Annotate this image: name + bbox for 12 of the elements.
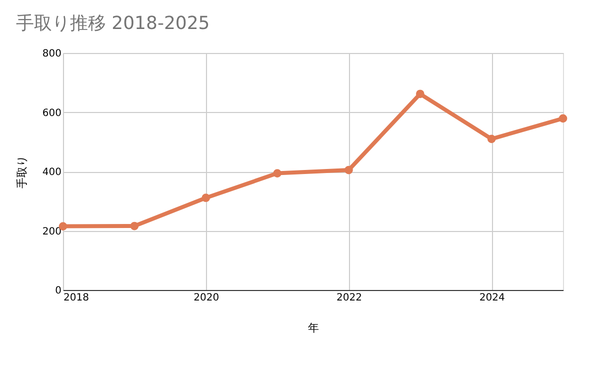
chart-title: 手取り推移 2018-2025: [16, 13, 210, 34]
y-tick-label: 0: [55, 286, 62, 296]
y-tick-label: 600: [42, 108, 62, 119]
y-tick-label: 200: [42, 226, 62, 238]
x-tick-label: 2018: [64, 292, 89, 304]
y-tick-label: 800: [42, 48, 62, 60]
x-tick-label: 2022: [336, 292, 362, 304]
x-axis-title: 年: [308, 322, 319, 334]
x-tick-label: 2020: [194, 292, 220, 304]
y-axis-title: 手取り: [15, 156, 28, 188]
y-tick-label: 400: [42, 167, 62, 178]
x-tick-label: 2024: [479, 292, 505, 304]
